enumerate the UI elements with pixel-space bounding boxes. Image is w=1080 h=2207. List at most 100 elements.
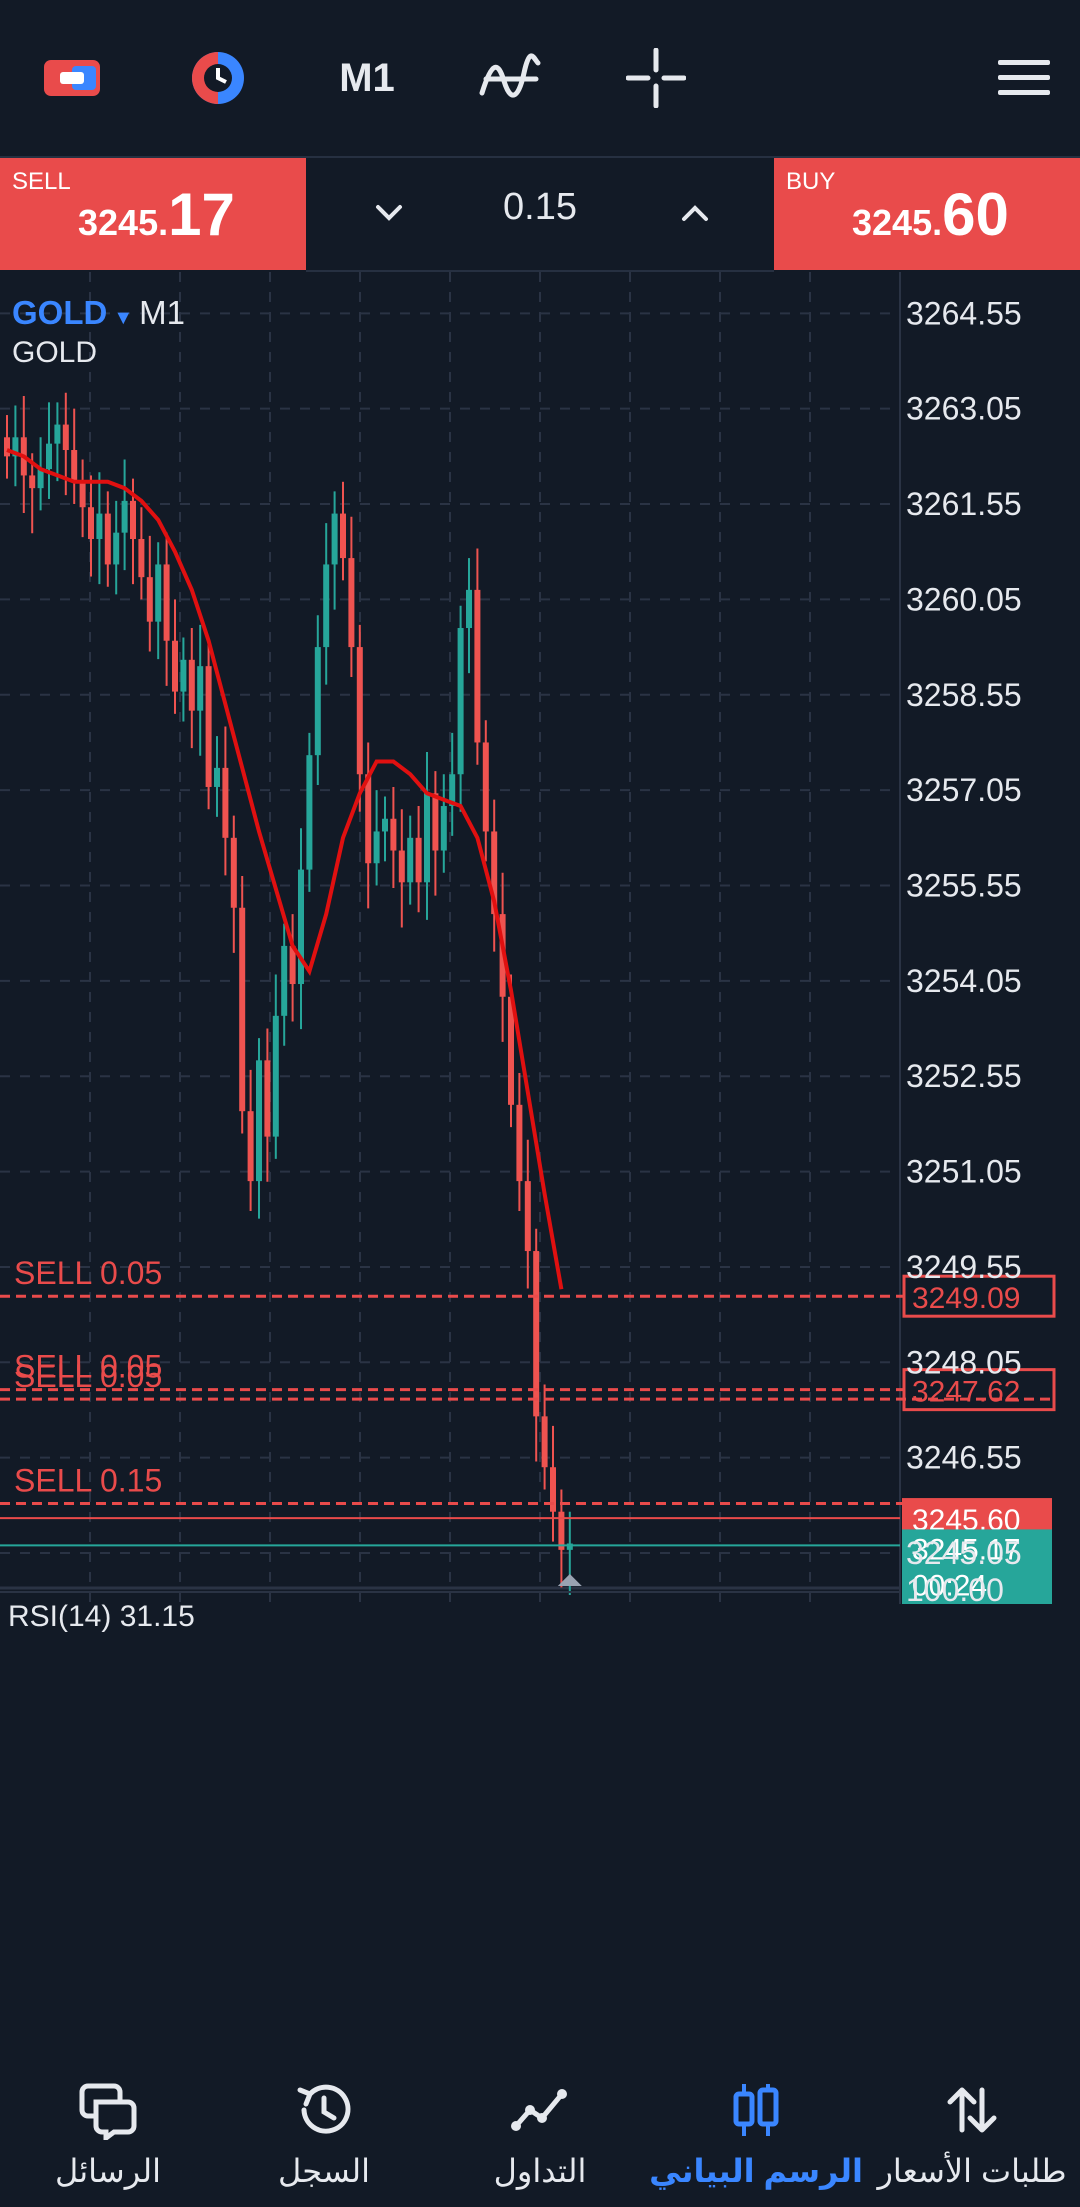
nav-chart[interactable]: الرسم البياني [648,2040,864,2207]
candle-body [272,1015,279,1137]
price-axis-label: 3248.05 [906,1344,1022,1380]
candle-body [432,793,439,851]
order-line-label: SELL 0.05 [14,1255,162,1291]
candle-body [46,443,52,470]
candle-body [12,437,19,457]
candle-body [138,539,145,578]
clock-icon[interactable] [182,38,254,118]
messages-icon [79,2083,137,2140]
price-axis-label: 3264.55 [906,295,1022,331]
timeframe-button[interactable]: M1 [322,38,412,118]
price-axis-label: 3254.05 [906,963,1022,999]
candles [4,392,573,1595]
chart-grid [0,272,901,1982]
order-line-label: SELL 0.05 [14,1349,162,1385]
nav-quotes[interactable]: طلبات الأسعار [864,2040,1080,2207]
price-chart[interactable]: SELL 0.05 3249.09 SELL 0.05 3247.62 SELL 0.0… [0,272,1080,2027]
candle-body [197,666,204,711]
candle-body [558,1511,565,1550]
nav-chart-label: الرسم البياني [649,2153,863,2189]
buy-button[interactable]: BUY 3245.60 [774,158,1080,270]
candle-body [424,793,430,883]
price-axis-label: 3255.55 [906,867,1022,903]
candle-body [71,450,78,482]
candle-body [566,1543,573,1550]
candle-body [247,1111,254,1182]
price-axis-label: 3245.05 [906,1535,1022,1571]
nav-trade[interactable]: التداول [432,2040,648,2207]
candle-body [29,475,36,489]
price-axis-label: 3249.55 [906,1249,1022,1285]
sell-price-pips: 17 [168,181,235,248]
candle-body [37,469,44,489]
trade-icon [511,2089,567,2131]
candle-body [62,424,69,451]
rsi-axis-label: 100.00 [906,1572,1004,1604]
chart-symbol-header[interactable]: GOLD ▼ M1 [12,294,185,332]
buy-price-main: 3245. [852,202,943,243]
candle-body [146,577,153,622]
candle-body [230,837,237,908]
chevron-up-icon [682,205,708,221]
countdown-label: 00:24 [912,1569,987,1602]
candle-body [214,767,220,787]
price-axis-label: 3260.05 [906,581,1022,617]
buy-price-pips: 60 [942,181,1009,248]
symbol-dropdown-icon[interactable]: ▼ [113,307,134,329]
candle-body [398,850,405,883]
candle-body [440,806,447,851]
candle-body [541,1416,548,1468]
candle-body [130,500,136,540]
order-line-label: SELL 0.15 [14,1462,162,1498]
sell-label: SELL [12,168,71,195]
lot-value[interactable]: 0.15 [503,186,577,228]
nav-messages-label: الرسائل [55,2153,161,2189]
candle-body [188,659,195,711]
candle-body [239,907,246,1112]
chart-timeframe-label: M1 [139,294,185,331]
moving-average-line [6,448,564,1290]
candle-body [415,837,422,883]
candle-body [205,666,212,787]
candle-body [256,1060,262,1182]
nav-history[interactable]: السجل [216,2040,432,2207]
order-price-tag [902,1368,1056,1412]
candle-body [382,818,388,832]
candle-body [466,589,472,629]
candle-body [54,424,61,444]
order-lines: SELL 0.05 3249.09 SELL 0.05 3247.62 SELL 0.0… [0,1255,1056,1608]
candle-body [4,437,10,457]
symbol-label[interactable]: GOLD [12,294,108,331]
menu-icon[interactable] [988,38,1060,118]
candle-body [281,945,288,1016]
candle-body [390,818,397,851]
candle-body [508,996,514,1105]
candle-body [88,507,94,540]
chart-canvas[interactable]: SELL 0.05 3249.09 SELL 0.05 3247.62 SELL 0.0… [0,272,1080,2027]
buy-label: BUY [786,168,836,195]
crosshair-icon[interactable] [616,38,696,118]
lot-increase-button[interactable] [670,188,720,238]
candle-body [331,513,338,565]
nav-messages[interactable]: الرسائل [0,2040,216,2207]
order-price-label: 3247.62 [912,1376,1020,1409]
candle-body [163,564,170,641]
sell-button[interactable]: SELL 3245.17 [0,158,306,270]
order-line-label: SELL 0.05 [14,1358,162,1394]
buy-price: 3245.60 [852,180,1009,249]
candle-body [323,564,330,648]
lot-decrease-button[interactable] [364,188,414,238]
rsi-label: RSI(14) 31.15 [8,1600,195,1633]
one-click-trade-bar: SELL 3245.17 0.15 BUY 3245.60 [0,158,1080,272]
candle-body [289,945,296,985]
candle-body [172,640,178,692]
sell-price-main: 3245. [78,202,169,243]
candle-body [550,1467,556,1512]
price-axis-label: 3258.55 [906,677,1022,713]
bottom-navigation: الرسائل السجل التداول الرسم البياني طلبا… [0,2040,1080,2207]
trade-panel-icon[interactable] [36,38,108,118]
candle-body [264,1060,271,1137]
indicators-icon[interactable] [470,38,550,118]
candle-body [155,564,162,622]
quotes-icon [947,2087,997,2133]
